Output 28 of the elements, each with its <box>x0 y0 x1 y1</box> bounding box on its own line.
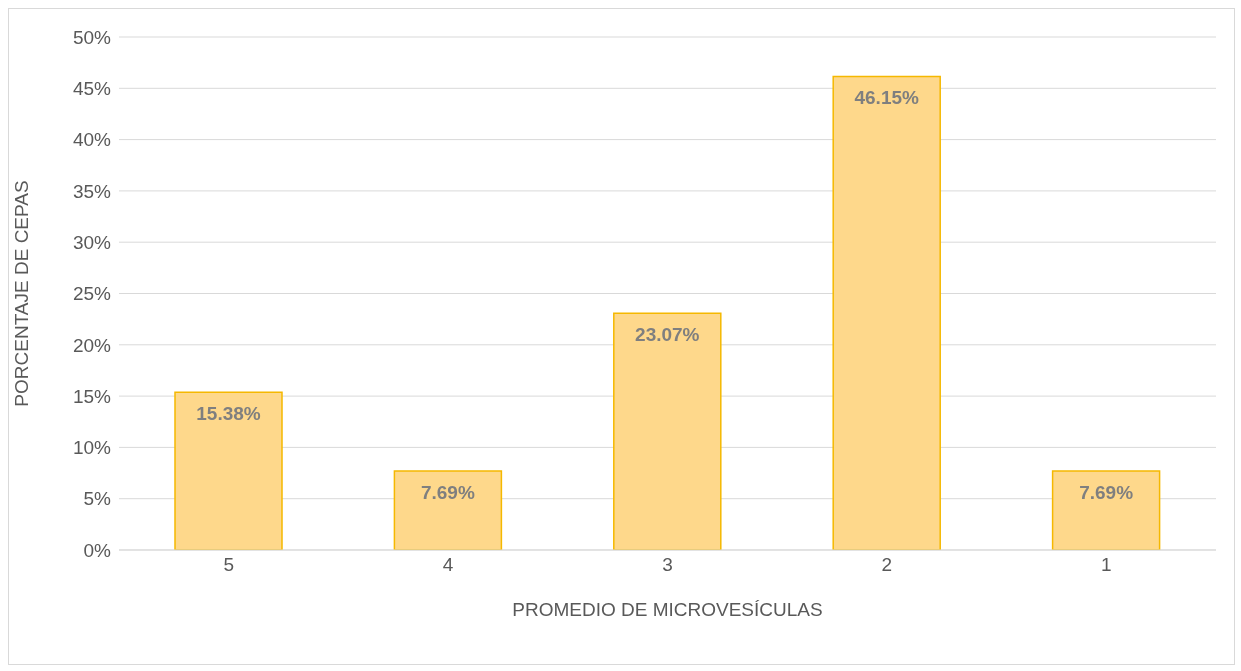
x-axis-title: PROMEDIO DE MICROVESÍCULAS <box>512 599 823 620</box>
bar <box>393 470 503 550</box>
x-tick-label: 3 <box>662 554 673 576</box>
x-tick-label: 2 <box>881 554 893 576</box>
y-axis-title: PORCENTAJE DE CEPAS <box>10 180 32 407</box>
bar <box>1051 470 1161 550</box>
y-tick-label: 5% <box>83 488 112 510</box>
y-tick-label: 50% <box>72 26 112 48</box>
y-tick-label: 20% <box>72 334 112 356</box>
x-tick-label: 5 <box>223 554 234 576</box>
y-tick-label: 40% <box>72 129 112 151</box>
x-tick-label: 4 <box>442 554 454 576</box>
y-tick-label: 45% <box>72 78 112 100</box>
x-tick-label: 1 <box>1101 554 1112 576</box>
bar <box>613 312 722 550</box>
data-label: 7.69% <box>420 481 475 503</box>
y-tick-label: 30% <box>72 231 112 253</box>
bar <box>174 391 283 550</box>
data-label: 15.38% <box>196 402 261 424</box>
y-tick-label: 35% <box>72 180 112 202</box>
data-label: 46.15% <box>854 86 920 108</box>
bar <box>832 75 941 550</box>
data-label: 7.69% <box>1079 481 1134 503</box>
y-tick-label: 25% <box>72 283 112 305</box>
y-tick-label: 0% <box>83 539 112 561</box>
y-tick-label: 10% <box>72 437 112 459</box>
y-tick-label: 15% <box>72 385 112 407</box>
data-label: 23.07% <box>635 323 700 345</box>
